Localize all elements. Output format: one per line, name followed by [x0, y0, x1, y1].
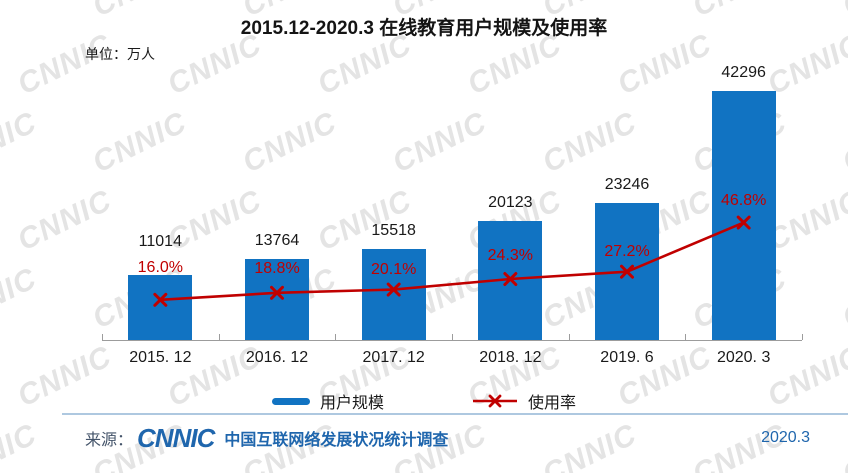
usage-rate-label: 46.8% — [720, 191, 767, 209]
legend-item-usage: 使用率 — [472, 389, 576, 413]
user-scale-value-label: 42296 — [721, 63, 766, 81]
x-axis-tick — [452, 334, 453, 340]
legend-item-users: 用户规模 — [271, 389, 384, 413]
user-scale-value-label: 15518 — [371, 221, 416, 239]
x-axis-line — [102, 340, 802, 341]
legend-bar-swatch — [271, 397, 310, 405]
legend: 用户规模 使用率 — [0, 389, 848, 413]
x-axis-category-label: 2015. 12 — [129, 349, 192, 366]
x-axis-category-label: 2016. 12 — [245, 349, 309, 366]
usage-rate-label: 18.8% — [254, 259, 300, 277]
user-scale-value-label: 20123 — [488, 194, 533, 212]
user-scale-bar — [128, 275, 193, 340]
x-axis-tick — [568, 334, 570, 340]
user-scale-value-label: 23246 — [604, 176, 650, 194]
user-scale-value-label: 13764 — [254, 231, 300, 249]
unit-label: 单位：万人 — [85, 46, 155, 62]
user-scale-value-label: 11014 — [138, 232, 182, 250]
usage-rate-label: 27.2% — [604, 242, 650, 260]
x-axis-tick — [802, 334, 803, 340]
footer: 来源： CNNIC 中国互联网络发展状况统计调查 2020.3 — [85, 422, 810, 454]
legend-line-swatch — [473, 394, 517, 408]
chart-title: 2015.12-2020.3 在线教育用户规模及使用率 — [240, 18, 608, 39]
source-label: 来源： — [85, 432, 134, 449]
x-axis-tick — [218, 334, 220, 340]
usage-rate-label: 16.0% — [137, 258, 184, 276]
legend-usage-label: 使用率 — [528, 395, 577, 412]
usage-rate-label: 24.3% — [487, 247, 534, 264]
usage-rate-x-markers — [153, 215, 751, 307]
user-scale-bar — [478, 221, 543, 340]
x-axis-category-label: 2019. 6 — [600, 349, 654, 366]
x-axis-tick — [335, 334, 337, 340]
x-axis-tick — [102, 334, 103, 340]
x-axis-category-label: 2017. 12 — [362, 349, 425, 366]
x-axis-category-label: 2020. 3 — [716, 349, 771, 366]
footer-separator — [62, 413, 848, 415]
footer-date: 2020.3 — [761, 429, 810, 446]
x-axis-tick — [685, 334, 687, 340]
user-scale-bar — [711, 90, 776, 340]
legend-users-label: 用户规模 — [319, 395, 384, 412]
user-scale-bar — [595, 203, 659, 340]
x-axis-category-label: 2018. 12 — [479, 349, 542, 366]
source-description: 中国互联网络发展状况统计调查 — [224, 432, 449, 449]
usage-rate-label: 20.1% — [370, 260, 417, 278]
cnnic-logo: CNNIC — [137, 422, 215, 453]
